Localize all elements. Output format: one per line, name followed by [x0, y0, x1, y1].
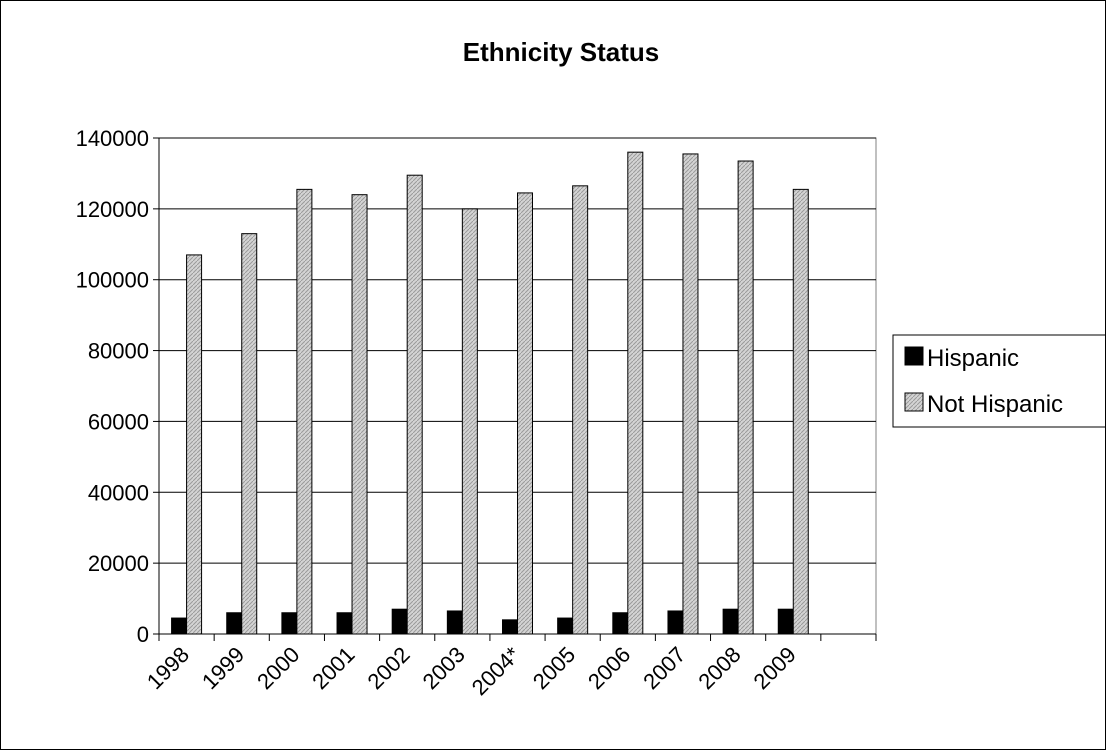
bar-hispanic [502, 619, 518, 635]
legend-box [892, 334, 1105, 428]
y-tick-label: 0 [137, 622, 149, 647]
y-tick-label: 20000 [88, 551, 149, 576]
y-tick-label: 100000 [76, 268, 149, 293]
x-tick-label: 2007 [638, 642, 690, 694]
bar-not-hispanic [241, 233, 258, 635]
y-axis-ticks: 0 20000 40000 60000 80000 100000 120000 140000 [76, 126, 159, 647]
x-tick-label: 2001 [307, 642, 359, 694]
legend-label-not-hispanic: Not Hispanic [927, 391, 1063, 418]
x-tick-label: 1999 [197, 642, 249, 694]
legend-label-hispanic: Hispanic [927, 345, 1019, 372]
axes [158, 138, 876, 635]
bar-hispanic [612, 612, 629, 635]
x-tick-label: 1998 [142, 642, 194, 694]
bar-not-hispanic [682, 153, 699, 635]
bar-hispanic [281, 612, 298, 635]
y-tick-label: 60000 [88, 409, 149, 434]
x-tick-label: 2004* [467, 642, 526, 701]
bar-hispanic [391, 608, 408, 635]
bars [171, 151, 809, 635]
bar-not-hispanic [406, 174, 423, 635]
y-tick-label: 80000 [88, 339, 149, 364]
legend-swatch-hispanic [904, 346, 924, 366]
bar-not-hispanic [737, 160, 754, 635]
x-tick-label: 2002 [362, 642, 414, 694]
bar-hispanic [226, 612, 243, 635]
bar-hispanic [777, 608, 794, 635]
x-tick-label: 2000 [252, 642, 304, 694]
bar-not-hispanic [572, 185, 589, 635]
bar-hispanic [667, 610, 684, 635]
bar-not-hispanic [461, 208, 478, 635]
bar-not-hispanic [627, 151, 644, 635]
bar-not-hispanic [517, 192, 533, 635]
bar-not-hispanic [296, 188, 313, 635]
y-tick-label: 120000 [76, 197, 149, 222]
y-tick-label: 140000 [76, 126, 149, 151]
x-tick-label: 2009 [749, 642, 801, 694]
x-tick-label: 2006 [583, 642, 635, 694]
y-tick-label: 40000 [88, 480, 149, 505]
bar-hispanic [557, 617, 574, 635]
legend-swatch-not-hispanic [904, 392, 924, 412]
bar-hispanic [336, 612, 353, 635]
bar-hispanic [171, 617, 188, 635]
legend: Hispanic Not Hispanic [892, 334, 1105, 428]
bar-not-hispanic [186, 254, 203, 635]
bar-hispanic [722, 608, 739, 635]
bar-hispanic [446, 610, 463, 635]
bar-not-hispanic [792, 188, 809, 635]
bar-not-hispanic [351, 194, 368, 635]
chart-title: Ethnicity Status [463, 37, 659, 67]
x-tick-label: 2003 [418, 642, 470, 694]
x-tick-label: 2005 [528, 642, 580, 694]
x-tick-label: 2008 [693, 642, 745, 694]
